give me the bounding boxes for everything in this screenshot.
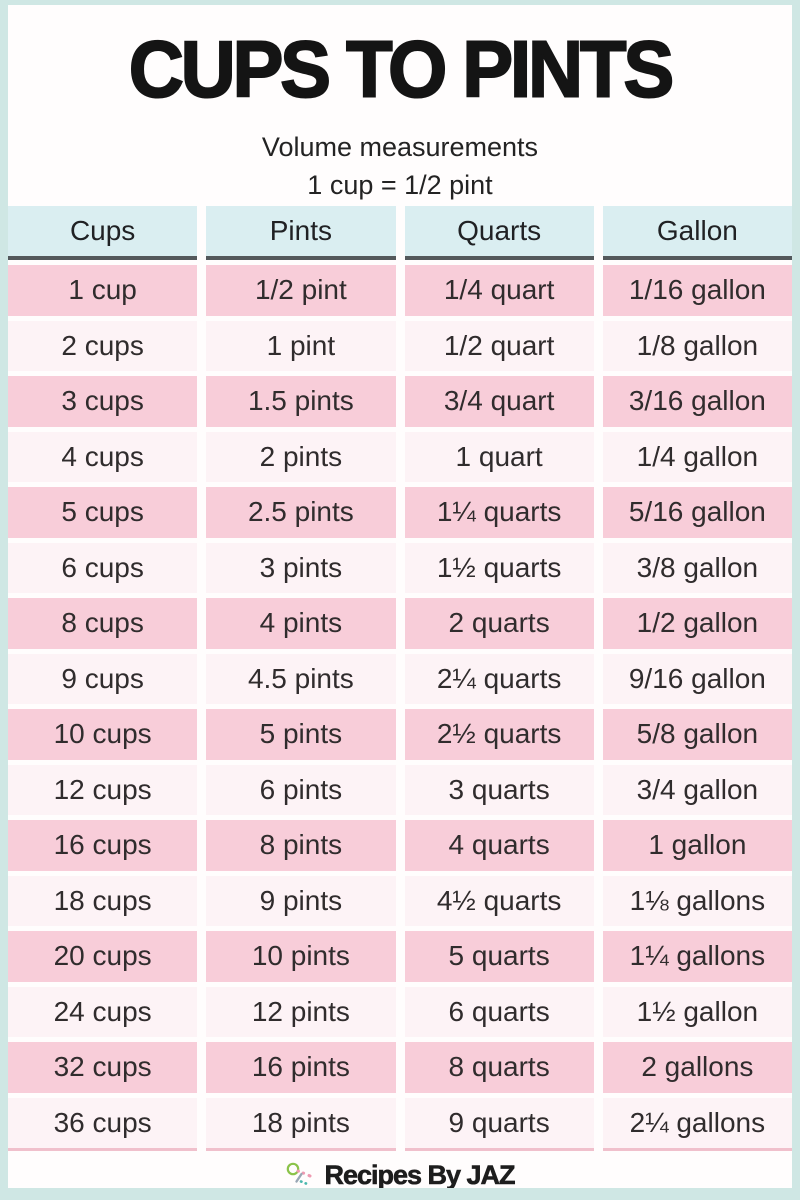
table-cell: 9 quarts (404, 1097, 594, 1151)
table-row: 36 cups 18 pints 9 quarts 2¼ gallons (8, 1097, 792, 1151)
table-cell: 8 pints (206, 820, 396, 871)
table-cell: 1/2 pint (206, 265, 396, 316)
table-cell: 5/16 gallon (602, 487, 792, 538)
table-cell: 4½ quarts (404, 875, 594, 926)
table-cell: 5 quarts (404, 931, 594, 982)
page-title: CUPS TO PINTS (128, 24, 675, 115)
table-cell: 4 pints (206, 598, 396, 649)
table-cell: 9 pints (206, 875, 396, 926)
conversion-table: Cups Pints Quarts Gallon 1 cup 1/2 pint 1/4 q… (8, 206, 792, 1151)
table-cell: 9 cups (8, 653, 198, 704)
table-cell: 1.5 pints (206, 376, 396, 427)
table-row: 12 cups 6 pints 3 quarts 3/4 gallon (8, 764, 792, 815)
table-cell: 16 cups (8, 820, 198, 871)
table-cell: 1/8 gallon (602, 320, 792, 371)
table-body: 1 cup 1/2 pint 1/4 quart 1/16 gallon 2 cups 1… (8, 260, 792, 1151)
table-cell: 8 cups (8, 598, 198, 649)
table-cell: 3/4 quart (404, 376, 594, 427)
table-cell: 16 pints (206, 1042, 396, 1093)
table-cell: 3 cups (8, 376, 198, 427)
table-cell: 1/16 gallon (602, 265, 792, 316)
table-cell: 5 pints (206, 709, 396, 760)
table-cell: 20 cups (8, 931, 198, 982)
table-cell: 9/16 gallon (602, 653, 792, 704)
table-cell: 4.5 pints (206, 653, 396, 704)
table-cell: 18 pints (206, 1097, 396, 1151)
brand-name: Recipes By JAZ (324, 1160, 516, 1190)
table-cell: 6 pints (206, 764, 396, 815)
column-header: Gallon (602, 206, 792, 260)
brand-footer: Recipes By JAZ (8, 1160, 792, 1190)
table-cell: 24 cups (8, 986, 198, 1037)
table-cell: 8 quarts (404, 1042, 594, 1093)
table-cell: 1⅛ gallons (602, 875, 792, 926)
table-cell: 1 cup (8, 265, 198, 316)
table-cell: 32 cups (8, 1042, 198, 1093)
table-cell: 3/8 gallon (602, 542, 792, 593)
table-cell: 2 cups (8, 320, 198, 371)
conversion-equation: 1 cup = 1/2 pint (307, 170, 493, 200)
table-cell: 18 cups (8, 875, 198, 926)
column-header: Pints (206, 206, 396, 260)
table-cell: 1¼ quarts (404, 487, 594, 538)
table-cell: 2.5 pints (206, 487, 396, 538)
table-row: 20 cups 10 pints 5 quarts 1¼ gallons (8, 931, 792, 982)
table-cell: 10 pints (206, 931, 396, 982)
table-row: 10 cups 5 pints 2½ quarts 5/8 gallon (8, 709, 792, 760)
table-cell: 3 pints (206, 542, 396, 593)
table-cell: 2½ quarts (404, 709, 594, 760)
table-cell: 5/8 gallon (602, 709, 792, 760)
table-row: 4 cups 2 pints 1 quart 1/4 gallon (8, 431, 792, 482)
table-row: 6 cups 3 pints 1½ quarts 3/8 gallon (8, 542, 792, 593)
table-header: Cups Pints Quarts Gallon (8, 206, 792, 260)
table-cell: 1/4 gallon (602, 431, 792, 482)
table-row: 18 cups 9 pints 4½ quarts 1⅛ gallons (8, 875, 792, 926)
whisk-icon (287, 1162, 312, 1185)
table-cell: 4 cups (8, 431, 198, 482)
column-header: Quarts (404, 206, 594, 260)
table-cell: 2 gallons (602, 1042, 792, 1093)
table-cell: 36 cups (8, 1097, 198, 1151)
table-cell: 1 pint (206, 320, 396, 371)
table-cell: 2 quarts (404, 598, 594, 649)
table-cell: 10 cups (8, 709, 198, 760)
table-row: 16 cups 8 pints 4 quarts 1 gallon (8, 820, 792, 871)
table-cell: 3/16 gallon (602, 376, 792, 427)
table-cell: 5 cups (8, 487, 198, 538)
table-row: 5 cups 2.5 pints 1¼ quarts 5/16 gallon (8, 487, 792, 538)
table-row: 1 cup 1/2 pint 1/4 quart 1/16 gallon (8, 265, 792, 316)
column-header: Cups (8, 206, 198, 260)
table-cell: 6 cups (8, 542, 198, 593)
table-cell: 1/2 quart (404, 320, 594, 371)
table-cell: 3 quarts (404, 764, 594, 815)
table-cell: 1/2 gallon (602, 598, 792, 649)
table-row: 2 cups 1 pint 1/2 quart 1/8 gallon (8, 320, 792, 371)
subtitle: Volume measurements (261, 132, 539, 162)
table-cell: 6 quarts (404, 986, 594, 1037)
table-header-row: Cups Pints Quarts Gallon (8, 206, 792, 260)
table-cell: 3/4 gallon (602, 764, 792, 815)
table-cell: 1/4 quart (404, 265, 594, 316)
table-cell: 2¼ gallons (602, 1097, 792, 1151)
table-row: 3 cups 1.5 pints 3/4 quart 3/16 gallon (8, 376, 792, 427)
table-cell: 2¼ quarts (404, 653, 594, 704)
table-cell: 4 quarts (404, 820, 594, 871)
table-cell: 1¼ gallons (602, 931, 792, 982)
table-cell: 1 quart (404, 431, 594, 482)
table-row: 9 cups 4.5 pints 2¼ quarts 9/16 gallon (8, 653, 792, 704)
table-row: 8 cups 4 pints 2 quarts 1/2 gallon (8, 598, 792, 649)
table-cell: 12 cups (8, 764, 198, 815)
table-cell: 12 pints (206, 986, 396, 1037)
table-cell: 1½ gallon (602, 986, 792, 1037)
table-row: 24 cups 12 pints 6 quarts 1½ gallon (8, 986, 792, 1037)
table-cell: 2 pints (206, 431, 396, 482)
table-cell: 1½ quarts (404, 542, 594, 593)
table-row: 32 cups 16 pints 8 quarts 2 gallons (8, 1042, 792, 1093)
table-cell: 1 gallon (602, 820, 792, 871)
